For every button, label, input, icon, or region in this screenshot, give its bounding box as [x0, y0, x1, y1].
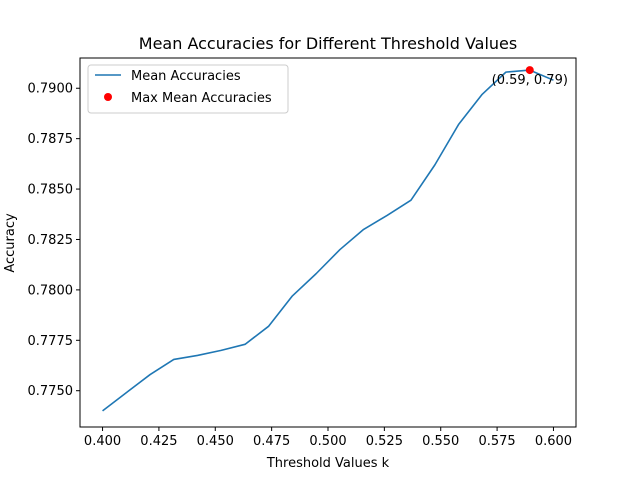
- x-tick-label: 0.550: [422, 434, 459, 449]
- x-tick-label: 0.475: [253, 434, 290, 449]
- y-tick-label: 0.7875: [28, 132, 74, 147]
- x-tick-label: 0.400: [84, 434, 121, 449]
- plot-area: 0.400 0.425 0.450 0.475 0.500 0.525 0.550 0.575…: [28, 57, 577, 449]
- x-tick-label: 0.525: [366, 434, 403, 449]
- x-axis-label: Threshold Values k: [266, 456, 390, 471]
- y-tick-label: 0.7800: [28, 283, 74, 298]
- y-tick-label: 0.7775: [28, 334, 74, 349]
- legend-label-max-mean-accuracies: Max Mean Accuracies: [131, 91, 272, 106]
- chart-title: Mean Accuracies for Different Threshold …: [139, 34, 517, 53]
- x-tick-label: 0.575: [478, 434, 515, 449]
- y-tick-label: 0.7850: [28, 183, 74, 198]
- x-tick-label: 0.500: [309, 434, 346, 449]
- y-tick-label: 0.7900: [28, 82, 74, 97]
- legend-label-mean-accuracies: Mean Accuracies: [131, 69, 241, 84]
- legend-marker-swatch: [104, 93, 112, 101]
- x-tick-label: 0.600: [535, 434, 572, 449]
- x-tick-label: 0.450: [197, 434, 234, 449]
- y-tick-label: 0.7750: [28, 384, 74, 399]
- x-tick-label: 0.425: [140, 434, 177, 449]
- max-point-annotation: (0.59, 0.79): [492, 73, 568, 88]
- y-axis-label: Accuracy: [3, 213, 18, 273]
- max-point-marker: [525, 66, 534, 75]
- legend: Mean Accuracies Max Mean Accuracies: [87, 64, 289, 114]
- legend-box: [87, 64, 289, 114]
- y-tick-label: 0.7825: [28, 233, 74, 248]
- series-line-mean-accuracies: [102, 69, 554, 412]
